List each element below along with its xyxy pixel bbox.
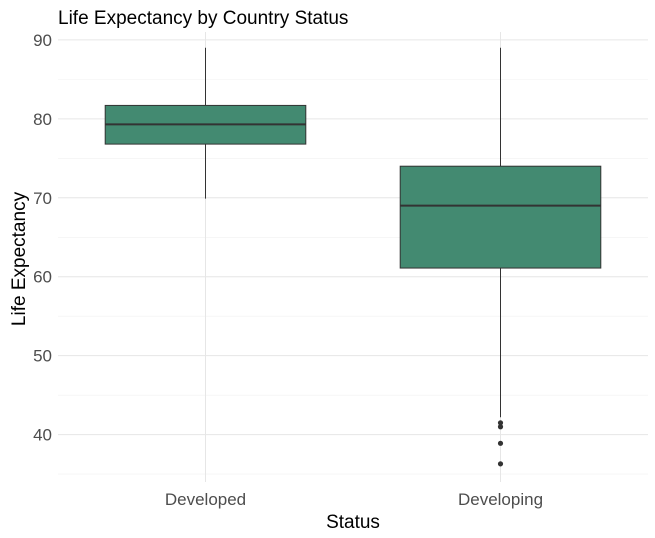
y-tick-label: 50 [33,347,52,366]
y-tick-label: 40 [33,426,52,445]
chart-title: Life Expectancy by Country Status [58,8,348,29]
boxes-layer [104,47,602,467]
x-axis-title: Status [326,512,380,533]
x-tick-label: Developed [165,490,246,509]
y-tick-label: 60 [33,268,52,287]
x-axis-ticks: Developed Developing [165,490,543,509]
outlier-point [497,424,504,430]
outlier-point [497,461,504,467]
y-tick-label: 80 [33,110,52,129]
box-body [399,165,602,269]
box-developed [104,47,307,199]
x-tick-label: Developing [458,490,543,509]
box-developing [399,47,602,467]
y-tick-label: 90 [33,31,52,50]
outlier-point [497,440,504,446]
y-axis-title: Life Expectancy [9,191,30,326]
outlier-point [497,420,504,426]
y-tick-label: 70 [33,189,52,208]
y-axis-ticks: 40 50 60 70 80 90 [33,31,52,445]
